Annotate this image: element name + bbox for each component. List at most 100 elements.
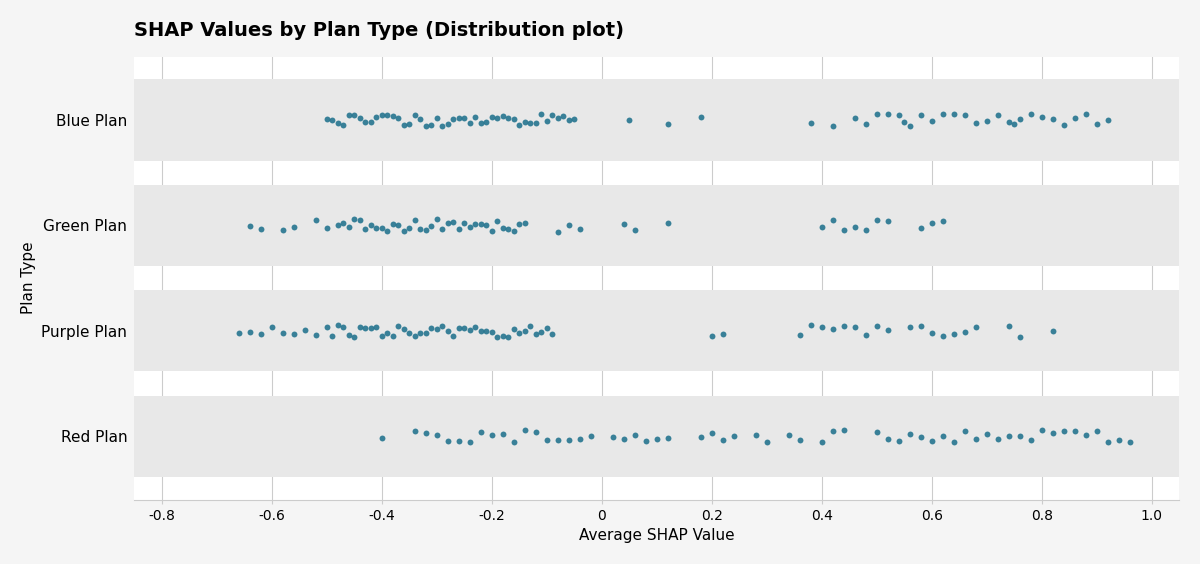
Point	[394, 121, 413, 130]
Point	[553, 112, 572, 121]
Point	[262, 322, 281, 331]
Point	[1120, 438, 1139, 447]
Point	[1043, 114, 1062, 124]
Point	[746, 431, 766, 440]
Point	[432, 321, 451, 331]
Point	[702, 428, 721, 437]
Point	[802, 321, 821, 330]
Point	[559, 221, 578, 230]
Point	[410, 114, 430, 123]
Point	[510, 121, 529, 130]
Point	[934, 331, 953, 340]
Point	[1054, 121, 1073, 130]
Point	[340, 111, 359, 120]
Point	[1087, 120, 1106, 129]
Point	[658, 119, 677, 128]
Point	[328, 320, 347, 329]
Point	[504, 438, 523, 447]
Point	[1066, 114, 1085, 123]
Point	[406, 111, 425, 120]
Point	[1010, 333, 1030, 342]
Point	[510, 220, 529, 229]
Point	[614, 219, 634, 228]
Point	[757, 438, 776, 447]
Point	[406, 215, 425, 224]
Point	[361, 221, 380, 230]
Point	[526, 428, 545, 437]
Point	[812, 323, 832, 332]
Point	[493, 429, 512, 438]
Point	[647, 434, 666, 443]
Point	[900, 323, 919, 332]
Point	[944, 109, 964, 118]
Point	[466, 219, 485, 228]
Point	[438, 436, 457, 445]
Point	[1054, 426, 1073, 435]
Point	[548, 227, 568, 236]
Point	[416, 329, 436, 338]
Point	[510, 329, 529, 338]
Point	[922, 116, 941, 125]
Point	[966, 322, 985, 331]
Point	[812, 437, 832, 446]
Point	[306, 215, 325, 224]
Point	[1000, 322, 1019, 331]
Point	[421, 121, 440, 130]
Point	[878, 109, 898, 118]
Point	[658, 434, 677, 443]
Point	[449, 436, 468, 445]
Point	[823, 215, 842, 224]
Point	[532, 328, 551, 337]
Point	[988, 434, 1007, 443]
Point	[274, 226, 293, 235]
Point	[406, 426, 425, 435]
Point	[482, 327, 502, 336]
Point	[564, 114, 583, 124]
Point	[856, 120, 875, 129]
Point	[515, 117, 534, 126]
Bar	[134, 80, 1180, 161]
Point	[856, 226, 875, 235]
Point	[427, 430, 446, 439]
Point	[410, 329, 430, 338]
Point	[487, 217, 506, 226]
Point	[421, 221, 440, 230]
Point	[449, 224, 468, 233]
Point	[383, 331, 402, 340]
Point	[240, 328, 259, 337]
Bar	[134, 290, 1180, 372]
Point	[878, 326, 898, 335]
Point	[427, 325, 446, 334]
Y-axis label: Plan Type: Plan Type	[20, 242, 36, 315]
Point	[400, 120, 419, 129]
Point	[383, 112, 402, 121]
Point	[240, 222, 259, 231]
Point	[487, 113, 506, 122]
Point	[372, 223, 391, 232]
Point	[691, 433, 710, 442]
Point	[334, 218, 353, 227]
Point	[548, 436, 568, 445]
Point	[834, 426, 853, 435]
Point	[498, 113, 517, 122]
Point	[934, 109, 953, 118]
Point	[900, 122, 919, 131]
Point	[427, 113, 446, 122]
Point	[460, 119, 479, 128]
Point	[400, 224, 419, 233]
Point	[1021, 436, 1040, 445]
Point	[493, 331, 512, 340]
Point	[460, 325, 479, 334]
Point	[977, 430, 996, 439]
Point	[823, 426, 842, 435]
Point	[394, 325, 413, 334]
Point	[284, 223, 304, 232]
Point	[472, 119, 491, 128]
Point	[691, 113, 710, 122]
Point	[317, 323, 336, 332]
Point	[702, 332, 721, 341]
Point	[538, 435, 557, 444]
Point	[378, 111, 397, 120]
Point	[1098, 437, 1117, 446]
Point	[389, 113, 408, 122]
